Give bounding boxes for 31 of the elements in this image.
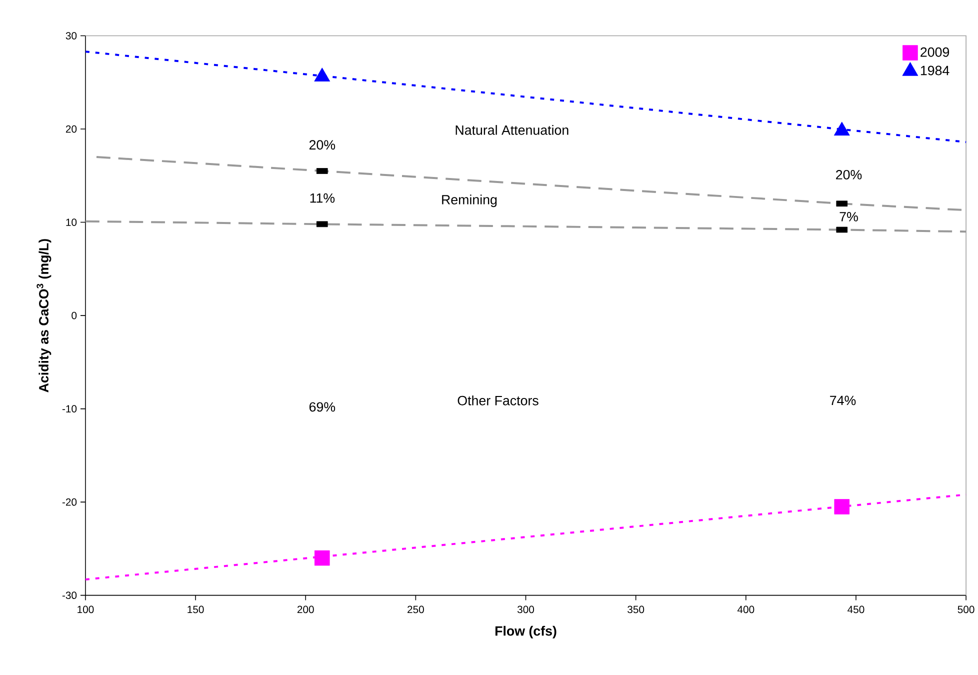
x-tick-label: 100 — [78, 606, 94, 614]
x-tick-label: 450 — [848, 606, 864, 614]
x-tick-label: 250 — [408, 606, 424, 614]
annotation: 20% — [836, 170, 862, 180]
x-tick-label: 300 — [517, 606, 534, 614]
x-tick-label: 350 — [628, 606, 644, 614]
x-tick-label: 150 — [188, 606, 204, 614]
annotation: 69% — [309, 402, 336, 412]
annotation: 11% — [310, 193, 335, 203]
y-tick-label: 0 — [72, 312, 77, 320]
y-tick-label: 20 — [66, 125, 77, 133]
y-tick-label: -30 — [62, 592, 77, 600]
y-tick-label: -10 — [62, 405, 77, 413]
legend-label: 2009 — [920, 47, 950, 57]
x-tick-label: 400 — [737, 606, 754, 614]
annotation: 7% — [840, 212, 858, 222]
y-tick-label: -20 — [62, 498, 77, 506]
y-tick-label: 10 — [66, 218, 77, 226]
annotation: Natural Attenuation — [456, 125, 568, 135]
annotation: Other Factors — [458, 396, 538, 406]
x-tick-label: 200 — [297, 606, 314, 614]
annotation: Remining — [442, 194, 497, 208]
annotation: 74% — [830, 396, 856, 406]
y-axis-title: Acidity as CaCO$^{3}$ (mg/L) — [36, 239, 52, 392]
legend-label: 1984 — [920, 66, 950, 76]
annotation: 20% — [309, 140, 336, 150]
x-axis-title: Flow (cfs) — [495, 626, 556, 638]
point — [834, 499, 850, 514]
x-tick-label: 500 — [958, 606, 974, 614]
y-tick-label: 30 — [66, 32, 77, 40]
point — [314, 550, 330, 566]
